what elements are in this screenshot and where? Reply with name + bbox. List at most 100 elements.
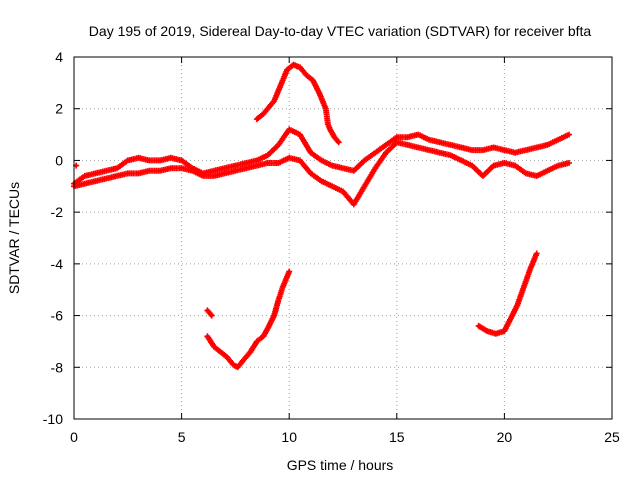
y-axis: -10 -8 -6 -4 -2 0 2 4 xyxy=(43,49,612,427)
data-point xyxy=(481,174,485,178)
data-point xyxy=(104,169,108,173)
data-point xyxy=(438,140,442,144)
data-point xyxy=(535,174,539,178)
data-point xyxy=(427,148,431,152)
data-point xyxy=(332,135,336,139)
data-point xyxy=(341,189,345,194)
data-point xyxy=(341,166,345,170)
data-point xyxy=(255,339,259,344)
data-point xyxy=(449,143,453,147)
y-tick-label: 4 xyxy=(55,49,63,65)
data-point xyxy=(212,169,216,173)
data-point xyxy=(104,176,108,181)
data-point xyxy=(373,166,377,170)
data-point xyxy=(481,148,485,152)
data-point xyxy=(528,267,532,271)
y-tick-label: -4 xyxy=(51,256,64,272)
data-point xyxy=(276,143,281,147)
data-point xyxy=(266,107,270,111)
data-point xyxy=(545,169,550,173)
data-point xyxy=(476,324,481,328)
data-point xyxy=(276,161,281,165)
data-point xyxy=(158,158,162,163)
y-tick-label: -10 xyxy=(43,411,63,427)
data-point xyxy=(502,329,506,333)
data-point xyxy=(373,151,377,155)
data-point xyxy=(205,334,210,338)
data-point xyxy=(567,132,571,137)
x-tick-label: 0 xyxy=(70,429,78,445)
data-point xyxy=(272,313,276,318)
data-point xyxy=(233,169,237,173)
x-tick-label: 25 xyxy=(604,429,620,445)
data-point xyxy=(328,127,332,131)
data-point xyxy=(492,164,496,168)
data-point xyxy=(180,158,184,163)
data-point xyxy=(384,143,388,147)
data-point xyxy=(218,350,222,354)
data-point xyxy=(395,135,399,139)
series-hump-arc xyxy=(253,61,342,146)
series-main-band-upper xyxy=(71,126,572,187)
data-point xyxy=(416,132,420,137)
data-point xyxy=(244,166,248,170)
data-point xyxy=(248,350,253,354)
data-point xyxy=(169,156,173,160)
data-point xyxy=(513,151,517,155)
data-point xyxy=(309,151,313,155)
data-point xyxy=(304,73,309,77)
data-point xyxy=(244,161,248,165)
data-point xyxy=(212,345,216,349)
data-point xyxy=(470,148,474,152)
data-point xyxy=(416,145,420,150)
data-point xyxy=(276,298,281,302)
data-point xyxy=(74,164,78,168)
data-point xyxy=(524,148,528,152)
data-point xyxy=(449,153,453,157)
data-point xyxy=(255,164,259,168)
data-point xyxy=(459,145,463,150)
data-point xyxy=(266,153,270,157)
data-point xyxy=(205,308,210,312)
data-point xyxy=(242,357,246,362)
data-point xyxy=(169,166,173,170)
data-point xyxy=(494,332,498,336)
x-tick-label: 5 xyxy=(178,429,186,445)
data-point xyxy=(485,329,489,333)
chart-title: Day 195 of 2019, Sidereal Day-to-day VTE… xyxy=(89,23,592,39)
x-tick-label: 10 xyxy=(281,429,297,445)
data-point xyxy=(261,112,265,116)
data-point xyxy=(126,158,130,163)
data-point xyxy=(255,158,259,163)
data-point xyxy=(235,365,240,369)
data-point xyxy=(266,161,270,165)
data-point xyxy=(470,164,474,168)
x-axis: 0 5 10 15 20 25 xyxy=(70,57,620,445)
data-point-markers xyxy=(204,307,215,319)
data-point xyxy=(285,68,289,72)
data-point xyxy=(136,156,141,160)
data-point xyxy=(326,122,330,126)
y-tick-label: 0 xyxy=(55,152,63,168)
data-point xyxy=(210,313,214,318)
x-tick-label: 20 xyxy=(497,429,513,445)
data-point xyxy=(147,158,151,163)
data-point xyxy=(126,171,130,175)
data-point xyxy=(233,164,237,168)
data-point xyxy=(337,140,341,144)
data-point xyxy=(545,143,550,147)
data-point xyxy=(266,326,270,331)
y-tick-label: -6 xyxy=(51,308,64,324)
data-point xyxy=(115,174,119,178)
data-point xyxy=(427,138,431,142)
data-point-markers xyxy=(204,268,293,371)
grid xyxy=(74,57,612,419)
data-point xyxy=(201,174,205,178)
data-point xyxy=(223,166,227,170)
data-point xyxy=(212,174,216,178)
data-point xyxy=(395,140,399,144)
series-dip-right xyxy=(475,250,540,337)
data-point xyxy=(362,184,367,188)
data-point xyxy=(287,156,291,160)
data-point xyxy=(509,316,513,320)
